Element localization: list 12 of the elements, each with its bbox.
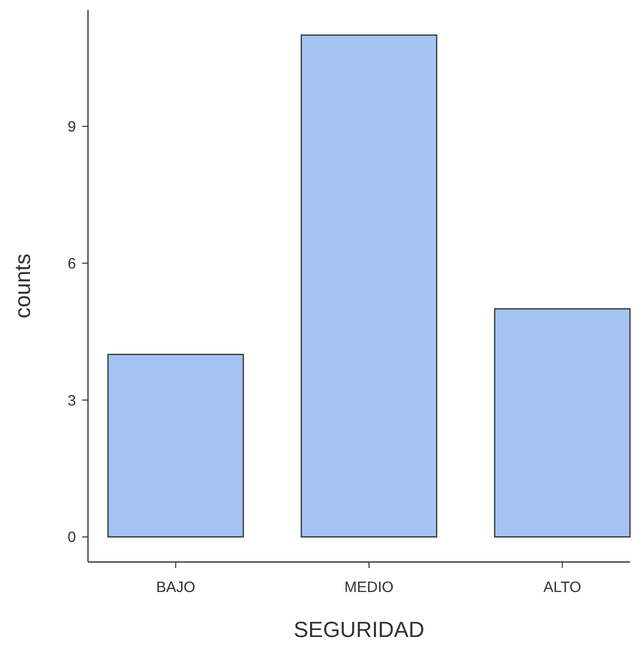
bar (300, 34, 438, 538)
bar (107, 354, 244, 538)
y-axis-title: counts (10, 254, 35, 318)
bar (494, 308, 631, 538)
x-axis-title: SEGURIDAD (294, 617, 424, 642)
y-tick-label: 0 (68, 529, 76, 546)
y-tick-label: 9 (68, 118, 76, 136)
y-tick-label: 3 (68, 392, 76, 410)
x-tick-label: BAJO (156, 579, 196, 596)
x-tick-label: MEDIO (344, 579, 394, 596)
y-tick-label: 6 (68, 255, 76, 272)
x-tick-label: ALTO (543, 579, 582, 596)
